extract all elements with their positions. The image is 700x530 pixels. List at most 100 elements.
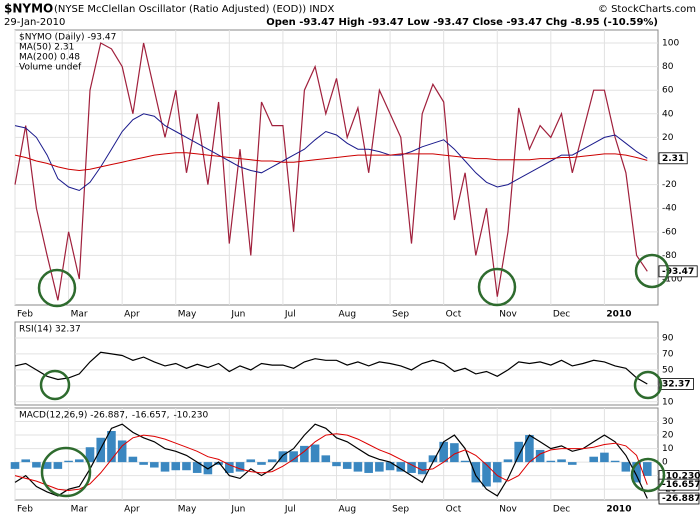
y-tick-label: 30 — [662, 417, 674, 427]
histogram-bar — [182, 462, 191, 471]
date: 29-Jan-2010 — [4, 17, 65, 28]
histogram-bar — [589, 456, 598, 463]
value-tag-label: 32.37 — [662, 379, 690, 389]
value-tag: -93.47 — [658, 265, 698, 278]
histogram-bar — [10, 462, 20, 469]
series-line — [14, 423, 648, 499]
value-tag: -16.657 — [658, 478, 700, 491]
histogram-bar — [246, 459, 256, 463]
histogram-bar — [514, 441, 523, 463]
histogram-bar — [75, 459, 84, 463]
histogram-bar — [642, 462, 652, 476]
highlight-circles — [37, 253, 670, 498]
series-line — [14, 113, 648, 192]
x-tick-label: Apr — [124, 505, 140, 515]
y-tick-label: -80 — [662, 251, 677, 261]
x-tick-label: Jul — [284, 505, 296, 515]
histogram-bar — [332, 462, 341, 467]
histogram-bar — [567, 462, 577, 465]
histogram-bar — [310, 444, 320, 463]
histogram-bar — [439, 441, 448, 463]
histogram-bar — [117, 440, 127, 463]
histogram-bar — [417, 462, 427, 475]
histogram-bar — [364, 462, 373, 473]
histogram-bar — [171, 462, 181, 471]
histogram-bar — [503, 459, 513, 463]
x-tick-label: Mar — [71, 505, 88, 515]
y-tick-label: 70 — [662, 349, 674, 359]
legend-entry: MACD(12,26,9) -26.887, — [19, 411, 128, 421]
histogram-bar — [289, 451, 298, 463]
histogram-bar — [192, 462, 202, 473]
histogram-bar — [525, 435, 534, 463]
histogram-bar — [107, 431, 116, 463]
x-tick-label: Nov — [499, 505, 517, 515]
value-tag-label: -93.47 — [662, 267, 694, 277]
histogram-bar — [385, 462, 395, 471]
histogram-bar — [300, 445, 309, 463]
histogram-bar — [321, 455, 331, 463]
histogram-bar — [375, 462, 384, 472]
y-tick-label: -100 — [662, 275, 683, 285]
legend-entry: -16.657, — [132, 411, 170, 421]
y-tick-label: -60 — [662, 227, 677, 237]
x-tick-label: Feb — [17, 310, 33, 320]
histogram-bar — [353, 462, 363, 472]
value-tag-box — [658, 265, 698, 278]
histogram-bar — [407, 462, 416, 473]
value-tag: -26.887 — [658, 492, 700, 505]
x-tick-label: May — [178, 310, 197, 320]
legend-entry: MA(50) 2.31 — [19, 43, 74, 53]
histogram-bar — [214, 462, 223, 465]
series-line — [14, 152, 648, 172]
value-tag-label: -10.230 — [662, 471, 700, 481]
x-tick-label: Jun — [230, 310, 245, 320]
histogram-bar — [32, 462, 41, 468]
histogram-bar — [600, 452, 609, 463]
y-tick-label: 90 — [662, 333, 674, 343]
histogram-bar — [535, 449, 545, 463]
y-tick-label: 40 — [662, 109, 674, 119]
x-tick-label: Aug — [339, 310, 357, 320]
histogram-bar — [64, 460, 73, 463]
histogram — [10, 431, 652, 487]
histogram-bar — [492, 462, 502, 483]
histogram-bar — [557, 459, 566, 463]
series-line — [14, 433, 648, 492]
histogram-bar — [21, 459, 31, 463]
x-tick-label: Aug — [339, 505, 357, 515]
x-tick-label: Apr — [124, 310, 140, 320]
x-tick-label: Jun — [230, 505, 245, 515]
histogram-bar — [428, 455, 438, 463]
y-tick-label: 20 — [662, 133, 674, 143]
chart-title: $NYMO — [4, 2, 53, 16]
x-tick-label: Jul — [284, 310, 296, 320]
histogram-bar — [42, 462, 52, 469]
x-tick-label: Dec — [553, 310, 570, 320]
value-tag-box — [658, 152, 688, 165]
histogram-bar — [128, 456, 138, 463]
histogram-bar — [621, 462, 631, 472]
credit: © StockCharts.com — [598, 4, 696, 15]
value-tag-box — [658, 478, 700, 491]
value-tag-label: -26.887 — [662, 494, 700, 504]
histogram-bar — [160, 462, 170, 472]
highlight-circle — [630, 457, 666, 493]
value-tag-box — [658, 492, 700, 505]
highlight-circle — [633, 370, 663, 400]
x-tick-label: Dec — [553, 505, 570, 515]
x-tick-label: Oct — [446, 310, 462, 320]
legend-entry: MA(200) 0.48 — [19, 53, 80, 63]
series-line — [14, 42, 648, 301]
histogram-bar — [278, 451, 288, 463]
x-tick-label: 2010 — [606, 310, 631, 320]
x-tick-label: Nov — [499, 310, 517, 320]
histogram-bar — [546, 460, 556, 463]
chart-subtitle: (NYSE McClellan Oscillator (Ratio Adjust… — [54, 4, 334, 15]
histogram-bar — [450, 443, 459, 463]
histogram-bar — [342, 462, 352, 469]
highlight-circle — [477, 267, 517, 307]
histogram-bar — [53, 462, 63, 469]
